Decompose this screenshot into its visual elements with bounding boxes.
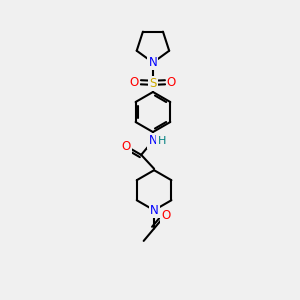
Text: N: N — [148, 56, 157, 69]
Text: O: O — [122, 140, 131, 152]
Text: N: N — [148, 134, 157, 147]
Text: H: H — [158, 136, 166, 146]
Text: O: O — [167, 76, 176, 89]
Text: O: O — [130, 76, 139, 89]
Text: O: O — [161, 209, 170, 222]
Text: S: S — [149, 77, 157, 90]
Text: N: N — [150, 204, 158, 217]
